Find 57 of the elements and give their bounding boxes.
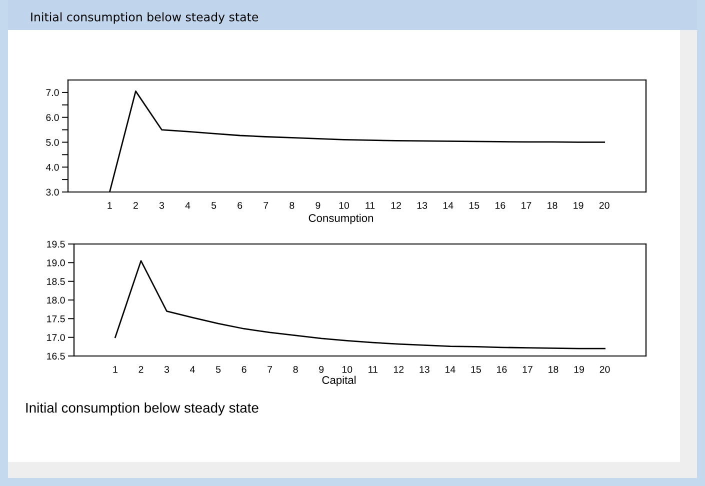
x-tick-label: 1 [113,366,118,373]
x-tick-label: 2 [133,202,138,209]
x-tick-label: 2 [138,366,144,373]
y-tick-label: 7.0 [46,89,59,96]
y-tick-label: 18.0 [47,296,65,304]
x-tick-label: 11 [368,366,378,373]
x-tick-label: 5 [216,366,221,373]
chart-title: Initial consumption below steady state [31,12,258,24]
x-tick-label: 16 [496,202,506,209]
y-tick-label: 19.0 [47,259,65,266]
x-tick-label: 9 [316,202,320,209]
x-tick-label: 6 [238,202,242,209]
x-tick-label: 20 [599,202,610,209]
x-tick-label: 3 [159,202,164,209]
x-tick-label: 9 [319,366,324,373]
x-tick-label: 14 [443,202,454,209]
x-tick-label: 8 [293,366,298,373]
y-tick-label: 16.5 [47,352,65,360]
y-tick-label: 17.5 [47,316,65,322]
x-tick-label: 17 [522,366,532,373]
x-tick-label: 8 [290,202,294,209]
x-tick-label: 19 [574,366,584,373]
x-tick-label: 16 [497,366,507,373]
x-tick-label: 10 [339,202,350,209]
x-tick-label: 13 [420,366,430,373]
y-tick-label: 6.0 [46,114,59,121]
y-tick-label: 3.0 [46,188,59,196]
x-tick-label: 1 [108,202,112,209]
x-tick-label: 12 [391,202,401,209]
x-tick-label: 17 [522,202,532,209]
x-tick-label: 11 [366,202,375,209]
y-tick-label: 17.0 [47,334,65,341]
x-tick-label: 4 [190,366,195,373]
y-tick-label: 5.0 [46,138,59,146]
x-tick-label: 13 [417,202,428,209]
line-series [114,260,606,350]
y-tick-label: 4.0 [46,164,59,171]
x-tick-label: 4 [185,202,190,209]
x-tick-label: 15 [471,366,481,373]
x-tick-label: 5 [211,202,216,209]
y-tick-label: 18.5 [47,278,65,285]
x-tick-label: 18 [548,366,558,373]
x-tick-label: 7 [268,366,272,373]
x-axis-title: Consumption [308,214,374,224]
x-tick-label: 14 [446,366,456,373]
x-tick-label: 15 [469,202,480,209]
x-tick-label: 12 [394,366,404,373]
x-tick-label: 19 [574,202,584,209]
x-tick-label: 6 [242,366,246,373]
y-tick-label: 19.5 [47,240,65,248]
x-tick-label: 3 [164,366,170,373]
x-tick-label: 7 [264,202,268,209]
text: Initial consumption below steady state [26,402,258,416]
x-tick-label: 20 [600,366,610,373]
x-axis-title: Capital [322,376,356,386]
x-tick-label: 10 [342,366,352,373]
x-tick-label: 18 [548,202,558,209]
